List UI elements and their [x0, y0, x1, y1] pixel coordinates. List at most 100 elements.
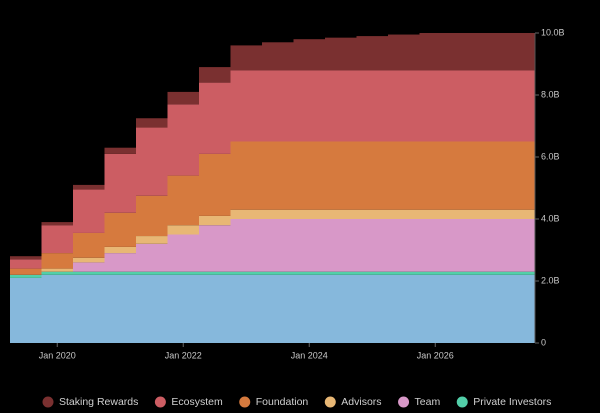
area-step	[356, 70, 388, 142]
area-step	[199, 274, 231, 343]
area-step	[230, 271, 262, 275]
area-step	[167, 225, 199, 235]
area-step	[262, 271, 294, 275]
area-step	[167, 274, 199, 343]
area-step	[230, 45, 262, 71]
legend-label: Staking Rewards	[59, 396, 138, 408]
area-step	[10, 268, 42, 275]
area-step	[419, 274, 535, 343]
area-step	[293, 70, 325, 142]
area-step	[136, 236, 168, 244]
area-step	[419, 271, 535, 275]
area-step	[419, 70, 535, 142]
y-tick-label: 0	[541, 337, 546, 347]
area-step	[293, 219, 325, 272]
area-step	[388, 219, 420, 272]
area-step	[199, 225, 231, 272]
area-step	[73, 184, 105, 190]
area-step	[73, 257, 105, 263]
area-step	[262, 274, 294, 343]
area-step	[41, 268, 73, 272]
area-step	[104, 246, 136, 254]
area-step	[230, 209, 262, 219]
area-step	[199, 153, 231, 216]
area-step	[167, 175, 199, 226]
area-step	[325, 219, 357, 272]
area-step	[262, 70, 294, 142]
area-step	[199, 82, 231, 154]
area-step	[104, 147, 136, 154]
legend-label: Advisors	[341, 396, 381, 408]
area-step	[73, 189, 105, 233]
area-step	[41, 274, 73, 343]
area-step	[73, 262, 105, 272]
area-step	[167, 91, 199, 105]
y-tick-label: 2.0B	[541, 275, 560, 285]
area-step	[325, 141, 357, 210]
area-step	[325, 70, 357, 142]
x-tick-label: Jan 2024	[291, 350, 328, 360]
area-step	[136, 195, 168, 237]
area-step	[262, 141, 294, 210]
legend-swatch	[42, 396, 54, 408]
legend-label: Private Investors	[473, 396, 551, 408]
area-step	[10, 256, 42, 260]
area-step	[388, 34, 420, 71]
area-step	[230, 219, 262, 272]
area-step	[41, 253, 73, 269]
area-step	[293, 209, 325, 219]
y-tick-label: 8.0B	[541, 89, 560, 99]
area-step	[136, 118, 168, 128]
area-step	[388, 141, 420, 210]
x-tick-label: Jan 2022	[165, 350, 202, 360]
area-step	[199, 67, 231, 83]
legend-label: Team	[415, 396, 441, 408]
area-step	[293, 39, 325, 71]
area-step	[10, 259, 42, 269]
area-step	[199, 271, 231, 275]
area-step	[325, 274, 357, 343]
y-tick-label: 6.0B	[541, 151, 560, 161]
legend-label: Ecosystem	[171, 396, 223, 408]
area-step	[136, 271, 168, 275]
area-step	[356, 209, 388, 219]
x-tick-label: Jan 2026	[417, 350, 454, 360]
legend-swatch	[154, 396, 166, 408]
area-step	[356, 274, 388, 343]
area-step	[167, 104, 199, 176]
area-step	[136, 274, 168, 343]
area-step	[388, 274, 420, 343]
area-step	[104, 253, 136, 272]
x-tick-label: Jan 2020	[39, 350, 76, 360]
area-step	[419, 209, 535, 219]
area-step	[262, 219, 294, 272]
area-step	[10, 274, 42, 278]
area-step	[10, 277, 42, 343]
area-step	[325, 271, 357, 275]
area-step	[293, 271, 325, 275]
area-step	[356, 141, 388, 210]
area-step	[388, 209, 420, 219]
area-step	[73, 274, 105, 343]
area-step	[356, 271, 388, 275]
legend-swatch	[324, 396, 336, 408]
area-step	[325, 209, 357, 219]
y-tick-label: 10.0B	[541, 27, 565, 37]
y-tick-label: 4.0B	[541, 213, 560, 223]
area-step	[356, 36, 388, 71]
area-step	[136, 243, 168, 272]
area-step	[104, 212, 136, 247]
area-step	[293, 274, 325, 343]
area-step	[73, 232, 105, 258]
area-step	[293, 141, 325, 210]
area-step	[388, 271, 420, 275]
area-step	[230, 70, 262, 142]
area-step	[167, 234, 199, 272]
legend-swatch	[398, 396, 410, 408]
area-step	[388, 70, 420, 142]
legend-swatch	[456, 396, 468, 408]
area-step	[41, 225, 73, 254]
area-step	[41, 222, 73, 226]
area-step	[104, 271, 136, 275]
